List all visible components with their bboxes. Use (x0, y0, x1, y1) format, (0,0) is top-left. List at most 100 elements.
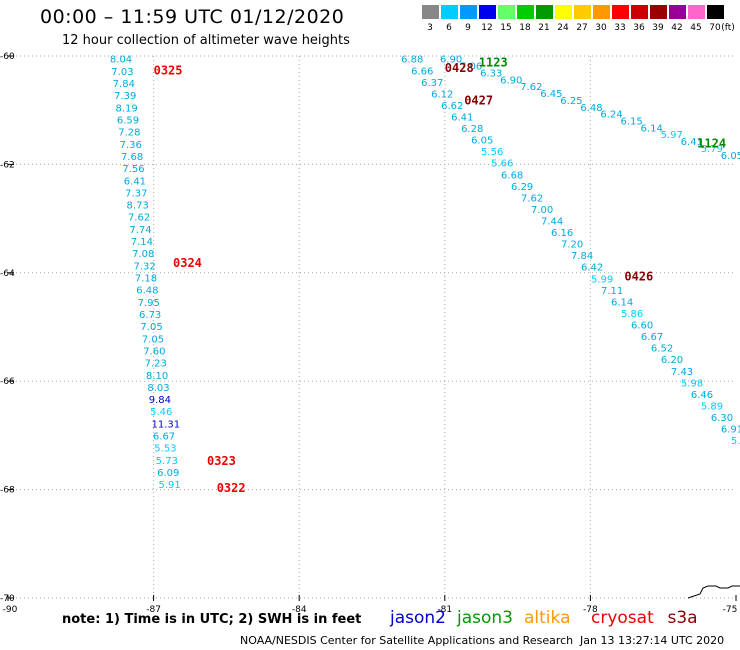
wave-height-value: 5.86 (621, 309, 643, 320)
wave-height-value: 6.46 (691, 390, 713, 401)
wave-height-value: 8.19 (115, 103, 137, 114)
wave-height-value: 11.31 (152, 419, 181, 430)
scale-swatch-6 (441, 5, 458, 19)
wave-height-value: 6.60 (631, 321, 653, 332)
wave-height-value: 7.08 (132, 249, 154, 260)
wave-height-value: 7.60 (143, 346, 165, 357)
satellite-tracks: 8.047.037.847.398.196.597.287.367.687.56… (110, 55, 740, 491)
wave-height-value: 5.56 (481, 147, 503, 158)
wave-height-value: 5.99 (591, 274, 613, 285)
wave-height-value: 6.14 (641, 123, 663, 134)
pass-time-label: 0426 (624, 270, 653, 284)
wave-height-value: 6.41 (124, 176, 146, 187)
lat-tick-label: -60 (0, 52, 15, 62)
track-west: 8.047.037.847.398.196.59 7.287.367.687.56… (110, 55, 181, 491)
scale-unit-label: (ft) (721, 23, 735, 33)
wave-height-value: 7.28 (118, 128, 140, 139)
wave-height-value: 9.84 (149, 395, 171, 406)
pass-time-labels: 0325 0324 0323 0322 0428 1123 0427 0426 1124 (154, 55, 726, 494)
wave-height-value: 6.88 (401, 55, 423, 66)
wave-height-value: 5.91 (158, 480, 180, 491)
wave-height-value: 6.25 (560, 96, 582, 107)
scale-swatch-27 (574, 5, 591, 19)
pass-time-label: 0428 (445, 61, 474, 75)
scale-swatch-9 (460, 5, 477, 19)
wave-height-value: 6.48 (580, 103, 602, 114)
wave-height-value: 6.68 (501, 170, 523, 181)
wave-height-value: 7.36 (120, 140, 142, 151)
wave-height-value: 7.84 (113, 79, 135, 90)
wave-height-value: 7.62 (520, 82, 542, 93)
scale-label-18: 18 (519, 23, 531, 33)
wave-height-value: 6.41 (451, 112, 473, 123)
wave-height-value: 6.15 (620, 116, 642, 127)
wave-height-value: 6.29 (511, 182, 533, 193)
footer-note: note: 1) Time is in UTC; 2) SWH is in fe… (62, 612, 362, 627)
axis-labels: -90 -87 -84 -81 -78 -75 -60 -62 -64 -66 -68 -70 (0, 52, 737, 615)
scale-swatch-21 (536, 5, 553, 19)
wave-height-value: 6.16 (551, 228, 573, 239)
satellite-cryosat: cryosat (591, 608, 654, 628)
pass-time-label: 0323 (207, 454, 236, 468)
wave-height-value: 6.67 (641, 332, 663, 343)
scale-swatch-33 (612, 5, 629, 19)
scale-swatch-15 (498, 5, 515, 19)
wave-height-value: 7.74 (129, 225, 151, 236)
wave-height-value: 6.42 (581, 263, 603, 274)
wave-height-value: 6.14 (611, 297, 633, 308)
lat-tick-label: -66 (0, 377, 15, 387)
wave-height-value: 6.62 (441, 101, 463, 112)
scale-label-6: 6 (446, 23, 452, 33)
wave-height-value: 7.56 (122, 164, 144, 175)
wave-height-value: 7.84 (571, 251, 593, 262)
map-title: 00:00 – 11:59 UTC 01/12/2020 (40, 6, 345, 28)
scale-swatch-39 (650, 5, 667, 19)
wave-height-value: 6.33 (480, 68, 502, 79)
wave-height-value: 5.89 (701, 401, 723, 412)
lon-tick-label: -84 (292, 605, 307, 615)
wave-height-value: 7.14 (131, 237, 153, 248)
lat-tick-label: -68 (0, 486, 15, 496)
scale-label-39: 39 (652, 23, 664, 33)
wave-height-value: 6.37 (421, 78, 443, 89)
map-subtitle: 12 hour collection of altimeter wave hei… (62, 33, 350, 48)
wave-height-value: 7.20 (561, 240, 583, 251)
wave-height-value: 8.04 (110, 55, 132, 66)
lon-tick-label: -75 (723, 605, 738, 615)
wave-height-value: 6.30 (711, 413, 733, 424)
pass-time-label: 0325 (154, 64, 183, 78)
scale-label-42: 42 (671, 23, 683, 33)
wave-height-value: 6.48 (136, 286, 158, 297)
lon-tick-label: -81 (437, 605, 452, 615)
wave-height-value: 6.59 (117, 115, 139, 126)
scale-swatch-36 (631, 5, 648, 19)
satellite-altika: altika (524, 608, 571, 628)
wave-height-value: 6.20 (661, 355, 683, 366)
scale-label-27: 27 (576, 23, 588, 33)
scale-swatch-45 (688, 5, 705, 19)
wave-height-value: 7.23 (145, 359, 167, 370)
scale-label-30: 30 (595, 23, 607, 33)
wave-height-value: 7.11 (601, 286, 623, 297)
wave-height-value: 7.03 (111, 67, 133, 78)
scale-swatch-18 (517, 5, 534, 19)
wave-height-value: 6.12 (431, 89, 453, 100)
scale-swatch-3 (422, 5, 439, 19)
wave-height-value: 5.98 (681, 378, 703, 389)
graticule (8, 55, 736, 599)
scale-label-24: 24 (557, 23, 569, 33)
wave-height-value: 6.41 (681, 137, 703, 148)
scale-label-45: 45 (690, 23, 702, 33)
wave-height-value: 6.05 (721, 151, 740, 162)
wave-height-value: 7.44 (541, 217, 563, 228)
scale-label-36: 36 (633, 23, 645, 33)
wave-height-value: 7.39 (114, 91, 136, 102)
wave-height-value: 6.05 (471, 136, 493, 147)
wave-height-value: 7.06 (460, 62, 482, 73)
wave-height-color-scale: 3 6 9 12 15 18 21 24 27 30 33 36 39 42 45 70 (ft) (422, 5, 735, 37)
scale-label-15: 15 (500, 23, 512, 33)
wave-height-value: 6.90 (440, 55, 462, 66)
scale-label-33: 33 (614, 23, 626, 33)
wave-height-value: 6.91 (721, 425, 740, 436)
